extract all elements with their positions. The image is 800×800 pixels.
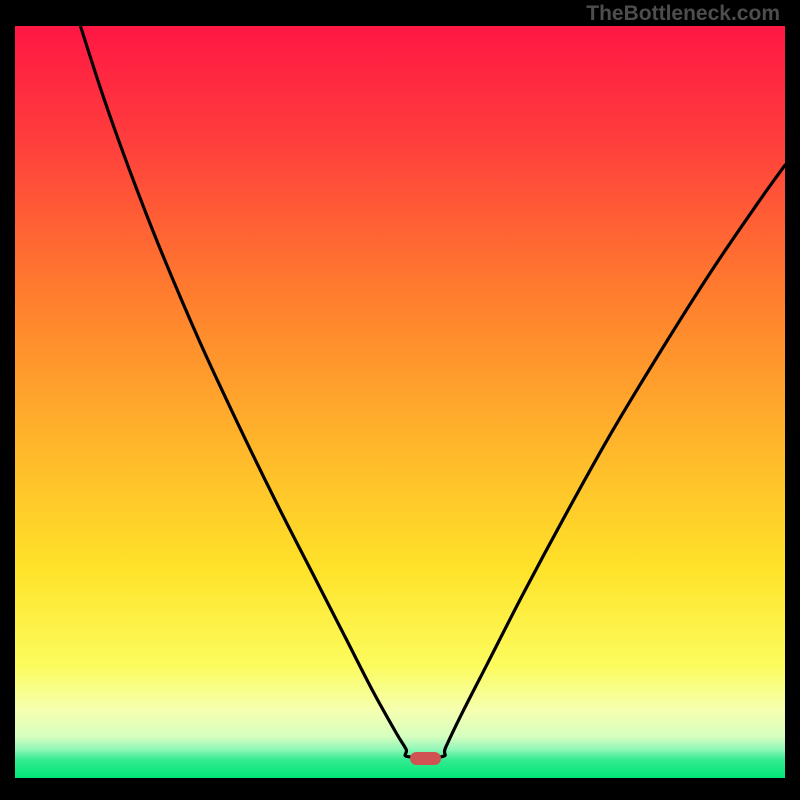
chart-container: TheBottleneck.com (0, 0, 800, 800)
plot-area (15, 26, 785, 778)
watermark-text: TheBottleneck.com (586, 2, 780, 26)
bottleneck-marker (410, 752, 441, 765)
curve-overlay (15, 26, 785, 778)
